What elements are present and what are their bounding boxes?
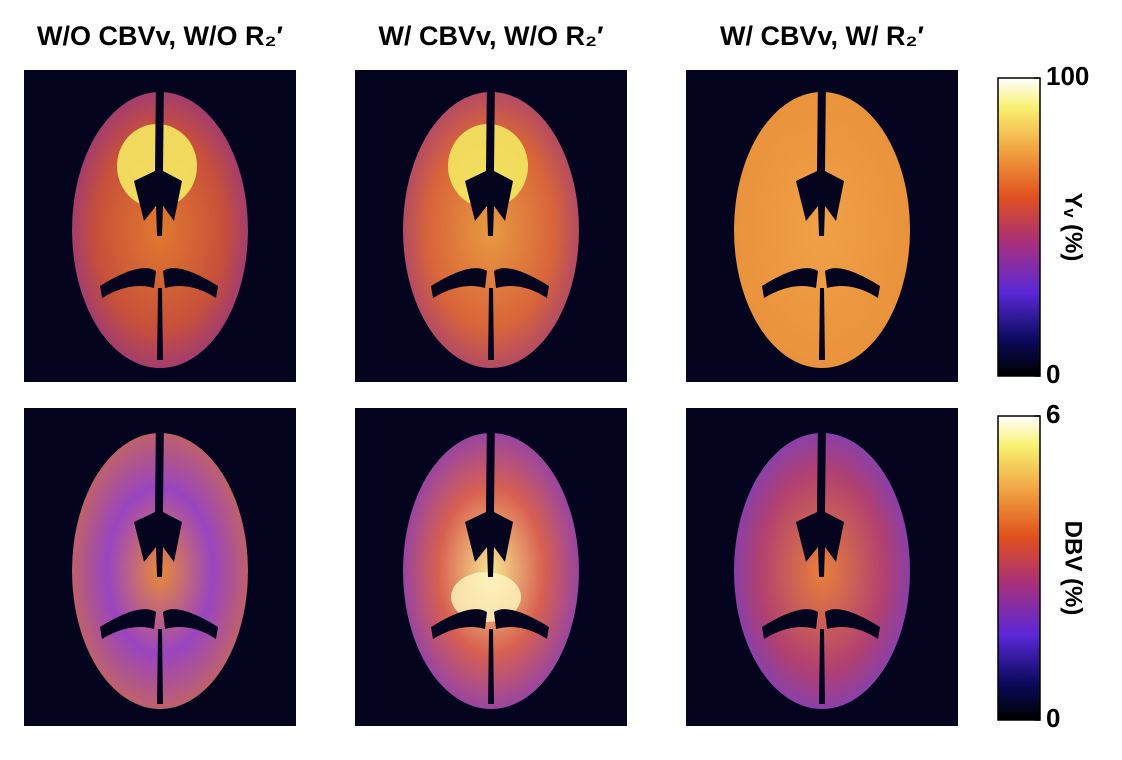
column-title: W/O CBVv, W/O R₂′ xyxy=(37,21,283,51)
ventricles xyxy=(431,414,549,704)
colorbar-label: Yᵥ (%) xyxy=(1060,193,1087,262)
ventricles xyxy=(431,76,549,360)
colorbar-tick-label: 0 xyxy=(1046,359,1060,389)
ventricles xyxy=(762,76,880,360)
colorbar-label: DBV (%) xyxy=(1060,521,1087,616)
brain-map xyxy=(355,70,627,382)
colorbar xyxy=(997,415,1041,721)
brain-map xyxy=(355,408,627,726)
column-title: W/ CBVv, W/ R₂′ xyxy=(720,21,924,51)
colorbar-tick-label: 100 xyxy=(1046,61,1089,91)
brain-map xyxy=(686,70,958,382)
brain-map xyxy=(24,408,296,726)
ventricles xyxy=(100,76,218,360)
colorbar-tick-label: 6 xyxy=(1046,399,1060,429)
brain-map xyxy=(686,408,958,726)
column-title: W/ CBVv, W/O R₂′ xyxy=(379,21,604,51)
colorbar xyxy=(997,77,1041,377)
colorbar-tick-label: 0 xyxy=(1046,703,1060,733)
brain-map xyxy=(24,70,296,382)
ventricles xyxy=(100,414,218,704)
ventricles xyxy=(762,414,880,704)
